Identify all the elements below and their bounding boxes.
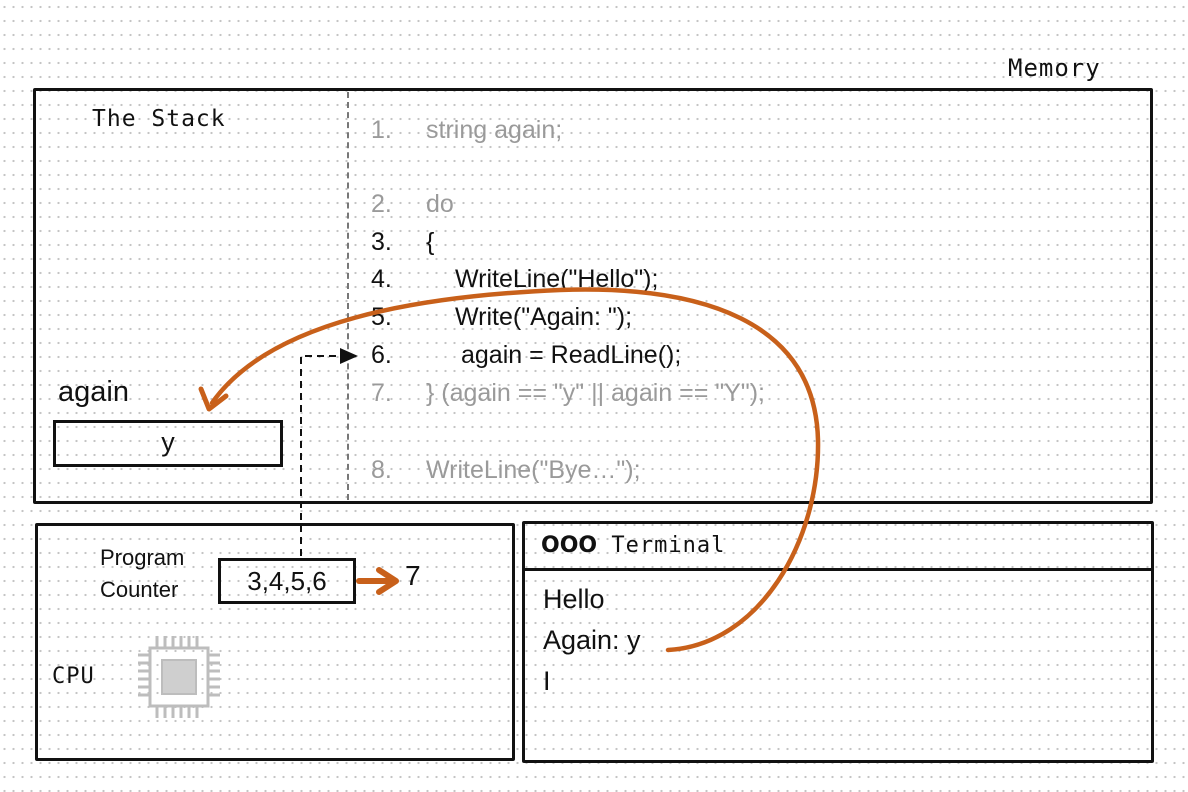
program-counter-pointer-arrow: [300, 348, 358, 556]
stack-variable-value: y: [161, 427, 175, 457]
stack-variable-box: y: [53, 420, 283, 467]
code-line-text: do: [426, 190, 454, 218]
program-counter-next-arrow: [356, 567, 399, 595]
code-line-number: 4.: [371, 265, 392, 293]
terminal-line-2: Again: y: [543, 625, 641, 655]
code-line-number: 3.: [371, 228, 392, 256]
program-counter-label-line1: Program: [100, 545, 185, 570]
code-line-number: 2.: [371, 190, 392, 218]
program-counter-next: 7: [405, 560, 421, 591]
code-line-number: 7.: [371, 379, 392, 407]
code-line-text: {: [426, 228, 435, 256]
cpu-chip-icon: [138, 636, 220, 718]
terminal-window: OOO Terminal Hello Again: y I: [522, 521, 1154, 763]
terminal-title-bar: OOO Terminal: [525, 524, 1151, 571]
terminal-title-text: Terminal: [611, 533, 726, 558]
code-line-text: Write("Again: ");: [455, 303, 633, 331]
program-counter-value: 3,4,5,6: [247, 566, 327, 596]
stack-label: The Stack: [92, 106, 226, 132]
terminal-line-1: Hello: [543, 584, 605, 614]
terminal-cursor: I: [543, 666, 551, 696]
program-counter-label: Program Counter: [100, 542, 184, 606]
code-line-number: 8.: [371, 456, 392, 484]
code-line-text: WriteLine("Bye…");: [426, 456, 641, 484]
memory-box: [33, 88, 1153, 504]
program-counter-label-line2: Counter: [100, 577, 179, 602]
input-to-variable-arrow: [198, 287, 821, 653]
code-line-number: 6.: [371, 341, 392, 369]
stack-code-divider: [347, 92, 349, 500]
window-controls-icon: OOO: [541, 533, 598, 558]
terminal-title: OOO Terminal: [541, 533, 725, 558]
stack-variable-name: again: [58, 376, 129, 408]
code-line-text: string again;: [426, 116, 563, 144]
code-line-number: 1.: [371, 116, 392, 144]
cpu-box: [35, 523, 515, 761]
cpu-label: CPU: [52, 664, 95, 689]
program-counter-box: 3,4,5,6: [218, 558, 356, 604]
code-line-text: again = ReadLine();: [461, 341, 682, 369]
code-line-text: } (again == "y" || again == "Y");: [426, 379, 765, 407]
memory-label: Memory: [1008, 54, 1101, 82]
